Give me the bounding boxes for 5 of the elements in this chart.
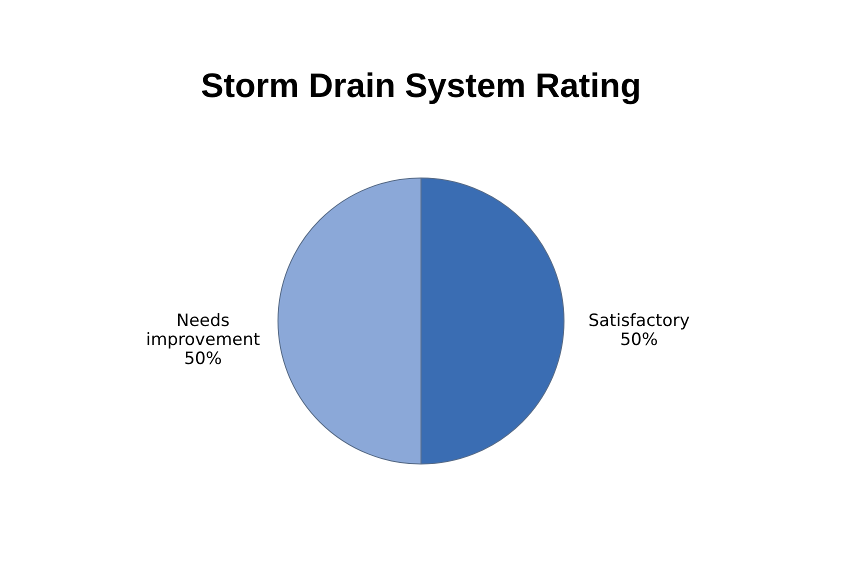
slice-label: Needs improvement — [146, 311, 260, 350]
data-label: 50% — [184, 349, 222, 369]
chart-title: Storm Drain System Rating — [200, 67, 642, 105]
slice-label: Satisfactory — [588, 311, 690, 331]
data-label: 50% — [620, 330, 658, 350]
